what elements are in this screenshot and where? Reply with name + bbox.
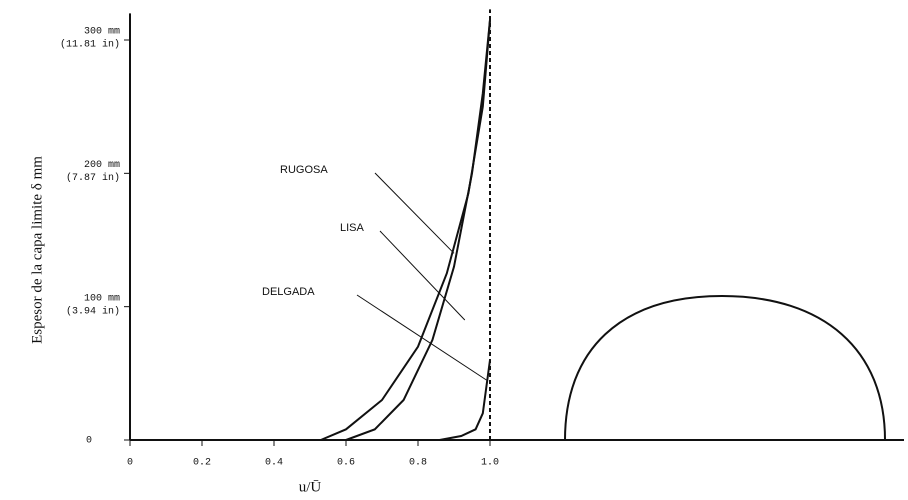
leader-line — [379, 230, 466, 321]
y-axis-title: Espesor de la capa limite δ mm — [29, 156, 45, 344]
semicircle — [564, 294, 886, 441]
x-tick-label: 0.8 — [409, 458, 427, 469]
x-tick-label: 0.2 — [193, 458, 211, 469]
series-line — [439, 359, 491, 441]
legend-label: RUGOSA — [280, 164, 328, 176]
y-tick-label: 0 — [86, 436, 92, 447]
x-tick-label: 0.4 — [265, 458, 283, 469]
legend-label: DELGADA — [262, 286, 315, 298]
y-tick-label: 200 mm — [84, 160, 120, 171]
series-line — [345, 19, 491, 441]
x-tick-label: 1.0 — [481, 458, 499, 469]
x-tick-label: 0 — [127, 458, 133, 469]
x-tick-label: 0.6 — [337, 458, 355, 469]
y-tick-label: 300 mm — [84, 27, 120, 38]
leader-line — [374, 172, 455, 254]
y-tick-sublabel: (3.94 in) — [66, 305, 120, 317]
leader-line — [356, 294, 487, 381]
y-tick-sublabel: (7.87 in) — [66, 172, 120, 184]
y-tick-sublabel: (11.81 in) — [60, 39, 120, 51]
x-axis-title: u/Ū — [299, 479, 322, 495]
series-line — [320, 19, 491, 441]
y-tick-label: 100 mm — [84, 293, 120, 304]
legend-label: LISA — [340, 222, 365, 234]
